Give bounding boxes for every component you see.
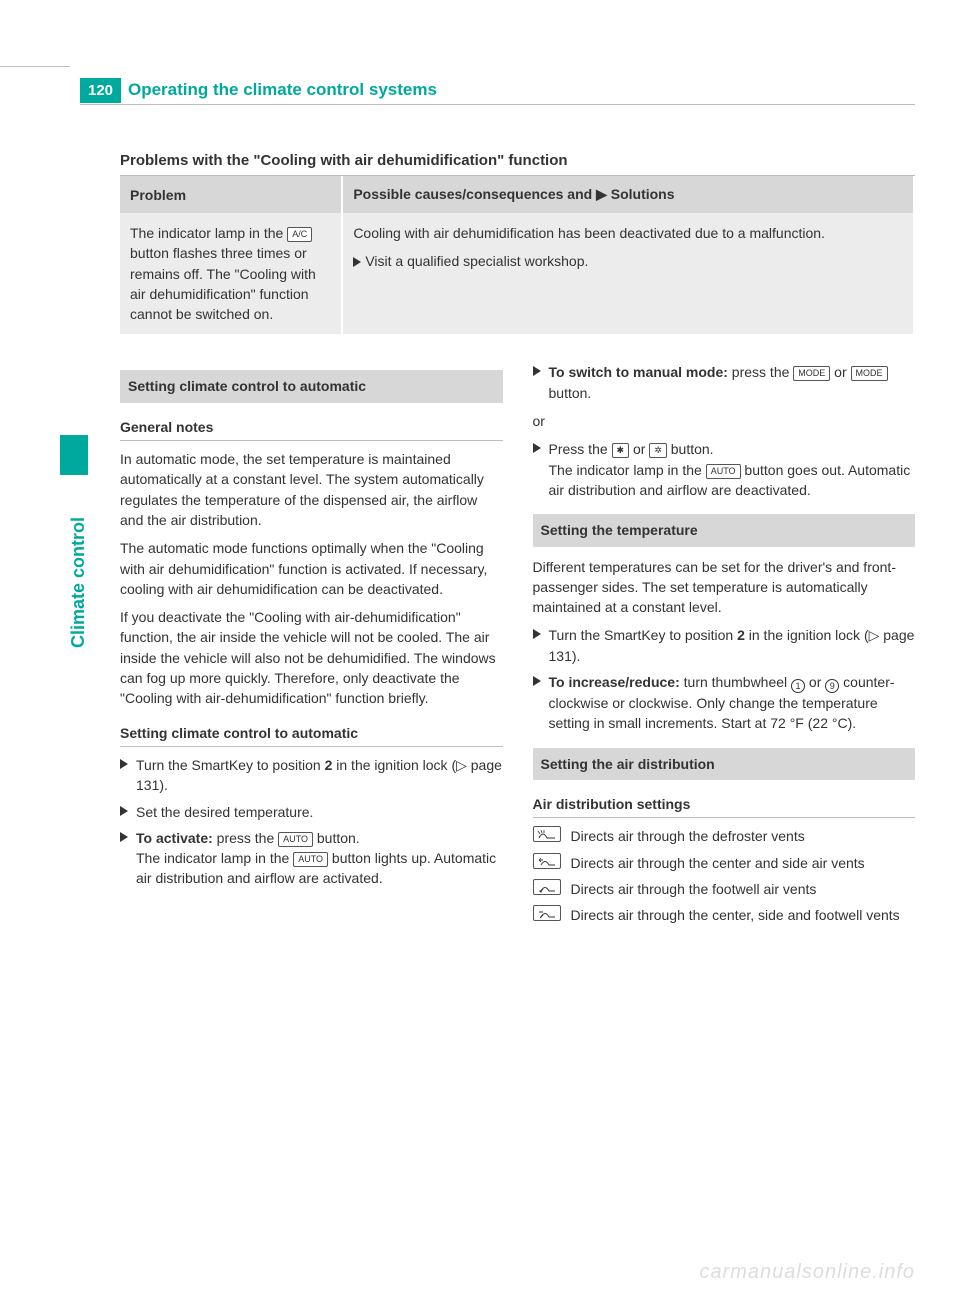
page-number: 120 [80,78,121,103]
footwell-vents-icon [533,879,561,895]
side-tab-marker [60,435,88,475]
solution-step-text: Visit a qualified specialist workshop. [365,253,588,269]
center-side-vents-icon [533,853,561,869]
side-tab-label: Climate control [68,517,89,648]
auto-button-icon: AUTO [293,852,328,867]
table-header-problem: Problem [120,176,342,213]
chapter-title: Operating the climate control systems [128,80,437,100]
air-setting-text: Directs air through the footwell air ven… [571,879,817,899]
paragraph: If you deactivate the "Cooling with air-… [120,607,503,708]
air-setting-text: Directs air through the center and side … [571,853,865,873]
step-item: Set the desired temperature. [120,802,503,822]
problems-section-title: Problems with the "Cooling with air dehu… [120,152,915,169]
air-setting-row: Directs air through the footwell air ven… [533,879,916,899]
step-item: To switch to manual mode: press the MODE… [533,362,916,403]
center-side-footwell-vents-icon [533,905,561,921]
step-item: Turn the SmartKey to position 2 in the i… [120,755,503,796]
band-temperature: Setting the temperature [533,514,916,546]
fan-down-button-icon: ✲ [649,443,667,458]
mode-button-icon: MODE [851,366,888,381]
heading-setting-auto: Setting climate control to automatic [120,723,503,747]
heading-air-settings: Air distribution settings [533,794,916,818]
heading-general-notes: General notes [120,417,503,441]
air-setting-text: Directs air through the defroster vents [571,826,805,846]
watermark: carmanualsonline.info [699,1261,915,1284]
air-setting-row: Directs air through the center and side … [533,853,916,873]
or-text: or [533,411,916,431]
table-cell-solution: Cooling with air dehumidification has be… [342,213,914,334]
problems-table: Problem Possible causes/consequences and… [120,176,915,334]
paragraph: In automatic mode, the set temperature i… [120,449,503,530]
mode-button-icon: MODE [793,366,830,381]
step-item: Turn the SmartKey to position 2 in the i… [533,625,916,666]
step-item: Press the ✱ or ✲ button. The indicator l… [533,439,916,500]
paragraph: Different temperatures can be set for th… [533,557,916,618]
fan-up-button-icon: ✱ [612,443,630,458]
step-item: To increase/reduce: turn thumbwheel 1 or… [533,672,916,734]
step-item: To activate: press the AUTO button. The … [120,828,503,889]
auto-button-icon: AUTO [278,832,313,847]
band-auto: Setting climate control to automatic [120,370,503,402]
defroster-vents-icon [533,826,561,842]
band-air-distribution: Setting the air distribution [533,748,916,780]
air-setting-row: Directs air through the center, side and… [533,905,916,925]
table-header-solution: Possible causes/consequences and ▶ Solut… [342,176,914,213]
paragraph: The automatic mode functions optimally w… [120,538,503,599]
ac-button-icon: A/C [287,227,312,242]
air-setting-row: Directs air through the defroster vents [533,826,916,846]
step-arrow-icon [353,257,361,267]
thumbwheel-9-icon: 9 [825,679,839,693]
table-cell-problem: The indicator lamp in the A/C button fla… [120,213,342,334]
thumbwheel-1-icon: 1 [791,679,805,693]
solution-cause-text: Cooling with air dehumidification has be… [353,223,903,243]
air-setting-text: Directs air through the center, side and… [571,905,900,925]
auto-button-icon: AUTO [706,464,741,479]
